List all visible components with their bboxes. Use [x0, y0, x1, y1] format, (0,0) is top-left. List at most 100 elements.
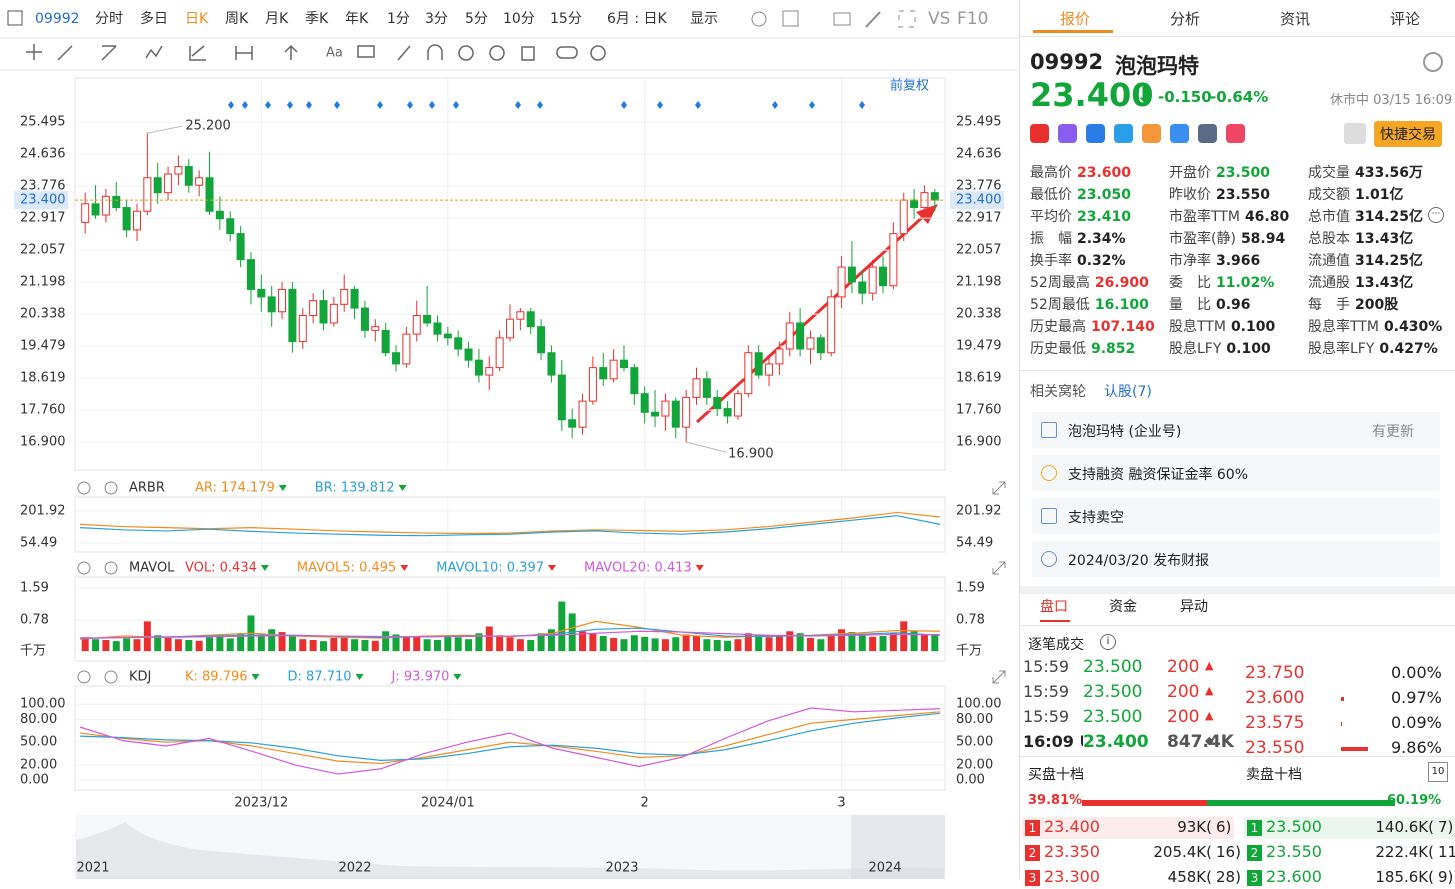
compare-button[interactable]: VS [928, 9, 950, 29]
trade-volume: 200 [1167, 657, 1199, 677]
candle-body [620, 360, 627, 367]
icon[interactable] [1086, 124, 1105, 143]
y-tick-label-right: 21.198 [956, 275, 1002, 290]
fib-tool[interactable] [190, 46, 206, 60]
feature-icon [1041, 422, 1057, 438]
candle-body [859, 282, 866, 293]
magnet-tool[interactable] [428, 45, 442, 60]
candle-body [558, 375, 565, 420]
candle-body [247, 260, 254, 290]
quote-tab[interactable]: 分析 [1170, 8, 1200, 29]
expand-icon[interactable] [993, 562, 1005, 574]
display-select[interactable]: 显示 [690, 11, 718, 27]
event-marker[interactable] [228, 101, 865, 109]
expand-icon[interactable] [993, 482, 1005, 494]
fullscreen-icon[interactable] [899, 11, 915, 27]
box-icon[interactable] [783, 11, 798, 26]
arrow-tool[interactable] [285, 46, 297, 60]
adjust-label[interactable]: 前复权 [890, 78, 929, 94]
period-tab[interactable]: 15分 [550, 11, 582, 27]
delete-tool[interactable] [522, 47, 534, 60]
depth-button[interactable]: 10 [1428, 762, 1448, 782]
volume-bar [92, 639, 99, 651]
period-tab[interactable]: 月K [265, 11, 289, 27]
tool-settings[interactable] [591, 46, 605, 60]
volume-bar [683, 634, 690, 651]
period-tab[interactable]: 年K [345, 11, 369, 27]
wave-tool[interactable] [146, 46, 162, 58]
info-icon[interactable]: i [1100, 634, 1116, 650]
settings-icon[interactable] [1423, 52, 1443, 72]
trade-button[interactable]: 快捷交易 [1374, 121, 1442, 147]
feature-row[interactable]: 支持融资 融资保证金率 60% [1032, 455, 1440, 491]
period-tab[interactable]: 季K [305, 11, 329, 27]
period-tab[interactable]: 3分 [425, 11, 448, 27]
close-icon[interactable] [105, 482, 117, 494]
icon[interactable] [1170, 124, 1189, 143]
volume-bar [869, 637, 876, 651]
move-tool[interactable] [26, 44, 42, 60]
bell-icon[interactable] [1344, 123, 1366, 144]
range-tool[interactable] [236, 46, 252, 60]
stat-value: 0.100 [1226, 341, 1270, 357]
feature-row[interactable]: 支持卖空 [1032, 498, 1440, 534]
lock-tool[interactable] [459, 46, 473, 60]
navigator-year: 2022 [338, 861, 371, 876]
ruler-tool[interactable] [398, 46, 410, 60]
y-tick-label: 22.057 [20, 243, 66, 258]
range-select[interactable]: 6月 : 日K [607, 11, 668, 27]
feature-row[interactable]: 泡泡玛特 (企业号)有更新 [1032, 412, 1440, 448]
sub-tab[interactable]: 资金 [1109, 596, 1137, 616]
text-tool[interactable]: Aa [326, 46, 343, 61]
period-tab[interactable]: 多日 [140, 10, 168, 27]
period-tab[interactable]: 分时 [95, 11, 123, 27]
settings-icon[interactable] [78, 562, 90, 574]
link-tool[interactable] [557, 47, 577, 58]
period-tab[interactable]: 10分 [503, 11, 535, 27]
close-icon[interactable] [105, 562, 117, 574]
icon[interactable] [1142, 124, 1161, 143]
hide-tool[interactable] [490, 46, 504, 60]
annotation-leader [686, 442, 726, 452]
candle-body [890, 234, 897, 286]
period-tab[interactable]: 1分 [387, 11, 410, 27]
f10-button[interactable]: F10 [957, 9, 988, 29]
sidebar-icon[interactable] [8, 11, 22, 25]
quote-tab[interactable]: 评论 [1390, 8, 1420, 29]
close-icon[interactable] [105, 671, 117, 683]
quote-tab[interactable]: 资讯 [1280, 8, 1310, 29]
icon[interactable] [1198, 124, 1217, 143]
icon[interactable] [1114, 124, 1133, 143]
candle-body [403, 334, 410, 364]
settings-icon[interactable] [752, 12, 766, 26]
camera-icon[interactable] [834, 13, 850, 25]
feature-row[interactable]: 2024/03/20 发布财报 [1032, 541, 1440, 577]
expand-icon[interactable] [993, 671, 1005, 683]
volume-bar [486, 627, 493, 652]
note-tool[interactable] [358, 46, 374, 57]
warrants-link[interactable]: 认股(7) [1104, 381, 1152, 401]
channel-tool[interactable] [102, 46, 116, 60]
line-tool[interactable] [58, 46, 72, 60]
icon[interactable] [1030, 124, 1049, 143]
settings-icon[interactable] [78, 482, 90, 494]
volume-bar [631, 635, 638, 651]
draw-tools[interactable] [26, 44, 605, 60]
quote-tab[interactable]: 报价 [1060, 8, 1090, 29]
pen-icon[interactable] [866, 12, 880, 27]
y-tick-label: 21.198 [20, 275, 66, 290]
trade-volume: 847.4K [1167, 732, 1234, 752]
period-tab[interactable]: 5分 [465, 11, 488, 27]
volume-bar [828, 634, 835, 651]
icon[interactable] [1058, 124, 1077, 143]
icon[interactable] [1226, 124, 1245, 143]
volume-bar [372, 641, 379, 651]
sub-tab[interactable]: 异动 [1180, 596, 1208, 616]
more-icon[interactable]: ··· [1428, 207, 1444, 223]
settings-icon[interactable] [78, 671, 90, 683]
stat: 市盈率(静)58.94 [1169, 228, 1285, 248]
period-tab[interactable]: 日K [185, 11, 209, 27]
period-tab[interactable]: 周K [225, 11, 249, 27]
sub-tab[interactable]: 盘口 [1040, 596, 1068, 616]
